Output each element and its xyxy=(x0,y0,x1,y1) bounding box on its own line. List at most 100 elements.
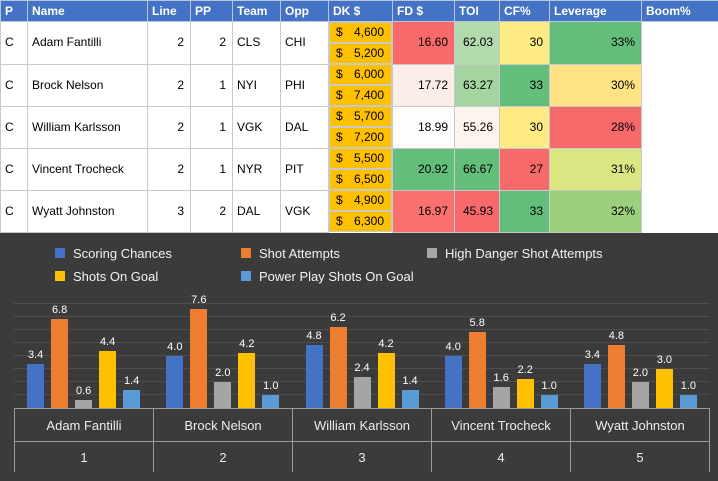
table-cell[interactable]: C xyxy=(0,189,28,233)
legend-swatch-icon xyxy=(241,271,251,281)
table-cell[interactable]: 2 xyxy=(147,147,191,191)
table-cell[interactable]: 27 xyxy=(499,147,550,191)
table-cell[interactable]: 17.72 xyxy=(392,63,455,107)
table-cell[interactable]: $5,700 xyxy=(329,106,392,127)
table-cell[interactable]: 2 xyxy=(147,63,191,107)
table-cell[interactable]: 20.92 xyxy=(392,147,455,191)
table-cell[interactable]: 1 xyxy=(190,105,233,149)
bar-column: 7.6 xyxy=(189,294,209,408)
table-cell[interactable]: Vincent Trocheck xyxy=(27,147,148,191)
column-header-cf[interactable]: CF% xyxy=(499,0,550,22)
table-cell[interactable]: $7,200 xyxy=(329,127,392,148)
table-cell[interactable]: 16.97 xyxy=(392,189,455,233)
table-cell[interactable]: 18.99 xyxy=(392,105,455,149)
bar-group: 4.8 6.2 2.4 4.2 1.4 xyxy=(292,304,431,408)
table-cell[interactable]: 62.03 xyxy=(454,21,500,65)
column-header-line[interactable]: Line xyxy=(147,0,191,22)
table-cell[interactable]: C xyxy=(0,147,28,191)
column-header-p[interactable]: P xyxy=(0,0,28,22)
currency-symbol: $ xyxy=(336,88,343,102)
table-cell[interactable]: $7,400 xyxy=(329,85,392,106)
table-cell[interactable]: 31% xyxy=(549,147,642,191)
bar-value-label: 4.8 xyxy=(306,330,322,343)
table-cell[interactable]: 32% xyxy=(549,189,642,233)
table-cell[interactable]: NYI xyxy=(232,63,281,107)
bar xyxy=(655,368,673,408)
table-cell[interactable]: DAL xyxy=(232,189,281,233)
column-header-toi[interactable]: TOI xyxy=(454,0,500,22)
table-cell[interactable]: VGK xyxy=(232,105,281,149)
table-cell[interactable]: NYR xyxy=(232,147,281,191)
bar xyxy=(190,308,208,408)
currency-symbol: $ xyxy=(336,172,343,186)
axis-group-number: 1 xyxy=(15,441,153,472)
table-cell[interactable]: $4,600 xyxy=(329,22,392,43)
table-cell[interactable]: 33 xyxy=(499,189,550,233)
bar xyxy=(238,353,256,408)
legend-item: High Danger Shot Attempts xyxy=(427,246,613,261)
bar-value-label: 2.2 xyxy=(517,364,533,377)
table-cell[interactable]: 55.26 xyxy=(454,105,500,149)
table-cell[interactable]: $5,200 xyxy=(329,43,392,64)
table-cell[interactable]: Brock Nelson xyxy=(27,63,148,107)
table-cell[interactable]: 1 xyxy=(190,63,233,107)
column-header-name[interactable]: Name xyxy=(27,0,148,22)
table-cell[interactable]: 66.67 xyxy=(454,147,500,191)
table-cell[interactable]: PIT xyxy=(280,147,329,191)
table-cell[interactable]: William Karlsson xyxy=(27,105,148,149)
bar-column: 4.4 xyxy=(98,304,118,408)
column-header-fd[interactable]: FD $ xyxy=(392,0,455,22)
table-cell[interactable]: $6,300 xyxy=(329,211,392,232)
column-header-leverage[interactable]: Leverage xyxy=(549,0,642,22)
column-header-dk[interactable]: DK $ xyxy=(328,0,393,22)
column-header-team[interactable]: Team xyxy=(232,0,281,22)
table-cell[interactable]: 2 xyxy=(147,21,191,65)
column-header-pp[interactable]: PP xyxy=(190,0,233,22)
column-header-opp[interactable]: Opp xyxy=(280,0,329,22)
table-cell[interactable]: 45.93 xyxy=(454,189,500,233)
axis-group-number: 5 xyxy=(571,441,709,472)
legend-label: Power Play Shots On Goal xyxy=(259,268,414,284)
table-cell[interactable]: VGK xyxy=(280,189,329,233)
table-cell[interactable]: 2 xyxy=(147,105,191,149)
currency-amount: 6,300 xyxy=(353,214,384,228)
table-cell[interactable]: 1 xyxy=(190,147,233,191)
table-cell[interactable]: 33% xyxy=(549,21,642,65)
table-cell[interactable]: Adam Fantilli xyxy=(27,21,148,65)
axis-player-name: William Karlsson xyxy=(313,417,411,433)
table-cell[interactable]: PHI xyxy=(280,63,329,107)
column-header-boom[interactable]: Boom% xyxy=(641,0,718,22)
table-cell[interactable]: DAL xyxy=(280,105,329,149)
bar xyxy=(305,345,323,408)
table-cell[interactable]: 2 xyxy=(190,189,233,233)
table-cell[interactable]: CHI xyxy=(280,21,329,65)
bar-chart[interactable]: Scoring Chances Shot Attempts High Danger … xyxy=(0,232,718,481)
currency-symbol: $ xyxy=(336,46,343,60)
table-cell[interactable]: C xyxy=(0,21,28,65)
table-cell[interactable]: $6,500 xyxy=(329,169,392,190)
bar xyxy=(166,355,184,408)
table-cell[interactable]: C xyxy=(0,63,28,107)
table-cell[interactable]: 3 xyxy=(147,189,191,233)
table-cell[interactable]: Wyatt Johnston xyxy=(27,189,148,233)
table-cell[interactable]: $5,500 xyxy=(329,148,392,169)
table-cell[interactable]: 63.27 xyxy=(454,63,500,107)
table-cell[interactable]: C xyxy=(0,105,28,149)
currency-amount: 4,900 xyxy=(353,193,384,207)
table-cell[interactable]: 2 xyxy=(190,21,233,65)
table-cell[interactable]: $4,900 xyxy=(329,190,392,211)
table-cell[interactable]: $6,000 xyxy=(329,64,392,85)
bar xyxy=(377,353,395,408)
table-cell[interactable]: 33 xyxy=(499,63,550,107)
axis-group-number: 4 xyxy=(432,441,570,472)
bar-column: 4.0 xyxy=(443,304,463,408)
currency-amount: 7,400 xyxy=(353,88,384,102)
table-cell[interactable]: 28% xyxy=(549,105,642,149)
table-cell[interactable]: 30 xyxy=(499,105,550,149)
table-cell[interactable]: CLS xyxy=(232,21,281,65)
bar-value-label: 3.4 xyxy=(27,348,44,361)
table-cell[interactable]: 16.60 xyxy=(392,21,455,65)
legend-label: Scoring Chances xyxy=(73,245,172,261)
table-cell[interactable]: 30% xyxy=(549,63,642,107)
table-cell[interactable]: 30 xyxy=(499,21,550,65)
